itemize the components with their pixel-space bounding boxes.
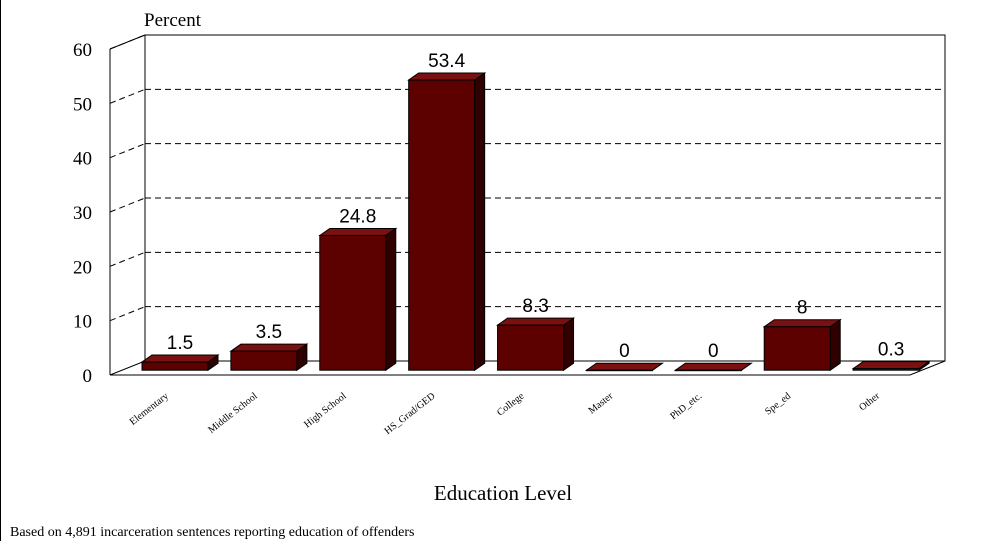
category-label: Spe_ed [763, 391, 793, 418]
y-tick-label: 60 [73, 40, 92, 61]
footnote: Based on 4,891 incarceration sentences r… [10, 525, 414, 540]
category-label: High School [302, 391, 349, 431]
bar [762, 318, 842, 372]
bar [851, 360, 931, 372]
category-label: Other [857, 390, 882, 413]
bar-value-label: 0 [708, 341, 719, 362]
side-wall-gridline [109, 143, 146, 159]
y-axis-label: Percent [144, 10, 202, 31]
bar-value-label: 3.5 [256, 322, 282, 343]
x-axis-label: Education Level [434, 481, 572, 505]
bar [318, 227, 398, 372]
bars [140, 72, 931, 372]
floor [109, 360, 946, 376]
y-tick-label: 30 [73, 203, 92, 224]
bar-value-label: 8.3 [522, 296, 548, 317]
bar-top [495, 317, 576, 326]
bar-top [318, 227, 398, 236]
category-label: Middle School [206, 391, 260, 436]
bar [140, 354, 220, 372]
bar-front [230, 350, 298, 371]
bar-top [407, 72, 487, 81]
bar-top [762, 319, 842, 328]
side-wall-gridline [109, 306, 146, 322]
bar-value-label: 1.5 [167, 333, 193, 354]
bar-value-label: 53.4 [428, 51, 465, 72]
bar-front [674, 369, 742, 372]
value-labels: 1.5 3.5 24.8 53.4 8.3 0 0 8 0.3 [167, 51, 905, 362]
category-label: PhD_etc. [668, 391, 704, 422]
bar [495, 317, 576, 372]
y-tick-label: 40 [73, 149, 92, 170]
x-axis-categories: Elementary Middle School High School HS_Gra… [128, 390, 883, 437]
side-wall-gridline [109, 88, 146, 104]
bar-front [497, 324, 565, 371]
y-tick-label: 20 [73, 257, 92, 278]
bar [407, 72, 487, 372]
bar-front [763, 326, 831, 371]
bar-value-label: 0.3 [878, 340, 904, 361]
category-label: HS_Grad/GED [383, 391, 438, 437]
bar-front [585, 369, 653, 372]
bar [229, 343, 309, 372]
bar-front [852, 368, 920, 371]
bar-top [584, 362, 665, 371]
bar-value-label: 24.8 [339, 206, 376, 227]
y-tick-label: 10 [73, 312, 92, 333]
bar-top [673, 362, 753, 371]
bar-front [408, 79, 476, 371]
bar-side [829, 318, 841, 372]
side-wall-gridline [109, 197, 146, 213]
bar-front [141, 361, 209, 371]
grid [109, 34, 945, 322]
y-axis-ticks: 0 10 20 30 40 50 60 [73, 40, 92, 387]
y-tick-label: 0 [83, 366, 93, 387]
bar-side [474, 72, 486, 372]
bar [584, 362, 665, 372]
bar-value-label: 8 [797, 298, 808, 319]
bar-side [563, 317, 575, 372]
category-label: Master [587, 390, 616, 416]
side-wall-gridline [109, 251, 146, 267]
bar-top [851, 361, 931, 370]
bar-value-label: 0 [619, 341, 630, 362]
y-tick-label: 50 [73, 94, 92, 115]
bar [673, 362, 753, 372]
bar-side [385, 227, 397, 372]
bar-top [140, 354, 220, 363]
left-wall-top-edge [109, 34, 146, 50]
category-label: Elementary [128, 391, 171, 428]
bar-front [319, 234, 387, 371]
bar-top [229, 343, 309, 352]
category-label: College [495, 390, 527, 418]
